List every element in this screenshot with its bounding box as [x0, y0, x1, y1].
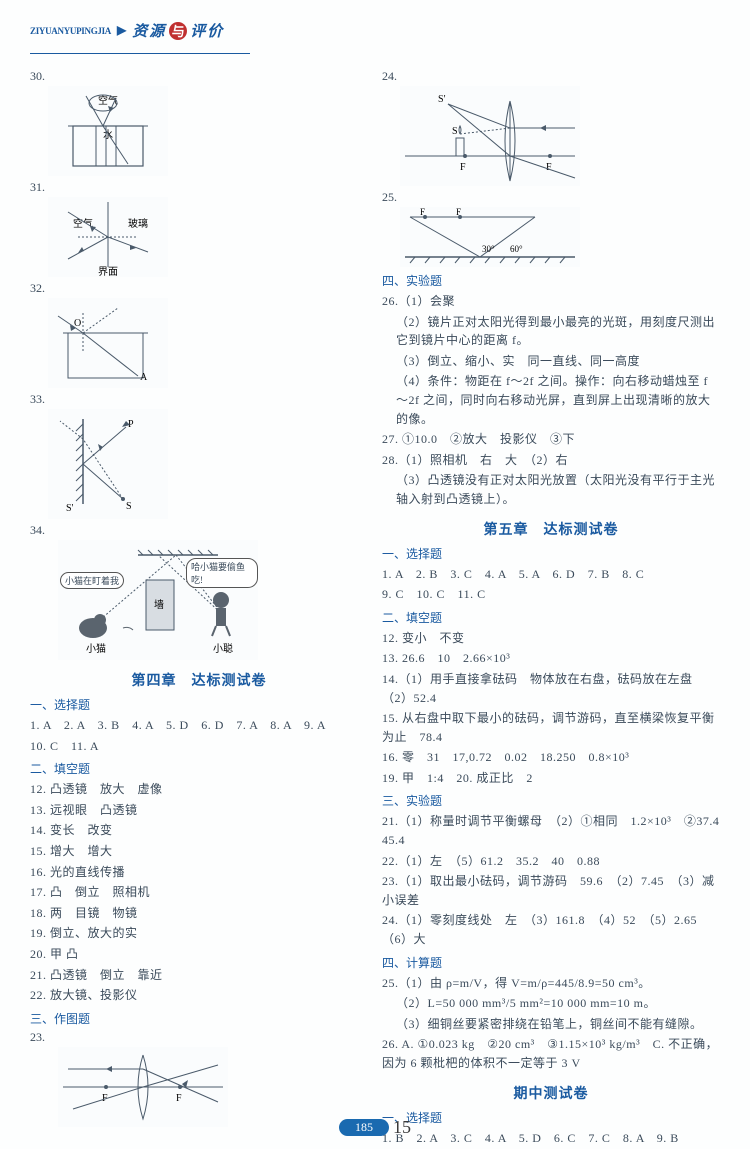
- r-c25-2: （2）L=50 000 mm³/5 mm²=10 000 mm=10 m。: [382, 994, 720, 1013]
- f15: 15. 增大 增大: [30, 842, 368, 861]
- svg-text:小猫: 小猫: [86, 642, 106, 655]
- ch4-choice-1: 1. A 2. A 3. B 4. A 5. D 6. D 7. A 8. A …: [30, 716, 368, 735]
- svg-text:空气: 空气: [73, 217, 93, 230]
- r-f15: 15. 从右盘中取下最小的砝码，调节游码，直至横梁恢复平衡为止 78.4: [382, 709, 720, 746]
- svg-text:S′: S′: [438, 94, 446, 105]
- svg-text:F: F: [420, 207, 425, 217]
- q23-num: 23.: [30, 1030, 368, 1045]
- ch4-exp-heading: 四、实验题: [382, 272, 720, 289]
- q23-figure: F F: [58, 1047, 228, 1127]
- right-column: 24. F F S′ S 25.: [382, 66, 720, 1149]
- r-f13: 13. 26.6 10 2.66×10³: [382, 649, 720, 668]
- ch5-exp-heading: 三、实验题: [382, 792, 720, 809]
- ch4-fill-heading: 二、填空题: [30, 760, 368, 777]
- page-header: ZIYUANYUPINGJIA ▶ 资源 与 评价: [30, 20, 720, 41]
- e28-1: 28.（1）照相机 右 大 （2）右: [382, 451, 720, 470]
- r-e23: 23.（1）取出最小砝码，调节游码 59.6 （2）7.45 （3）减小误差: [382, 872, 720, 909]
- r-f12: 12. 变小 不变: [382, 629, 720, 648]
- q33-figure: P S' S: [48, 409, 168, 519]
- mid-a1: 1. B 2. A 3. C 4. A 5. D 6. C 7. C 8. A …: [382, 1129, 720, 1148]
- q24-figure: F F S′ S: [400, 86, 580, 186]
- f14: 14. 变长 改变: [30, 821, 368, 840]
- page-number-badge: 185 15: [339, 1117, 411, 1138]
- r-e21: 21.（1）称量时调节平衡螺母 （2）①相同 1.2×10³ ②37.4 45.…: [382, 812, 720, 849]
- page-handwritten: 15: [393, 1117, 411, 1138]
- f12: 12. 凸透镜 放大 虚像: [30, 780, 368, 799]
- svg-text:S: S: [126, 501, 132, 512]
- e26-4: （4）条件：物距在 f～2f 之间。操作：向右移动蜡烛至 f～2f 之间，同时向…: [382, 372, 720, 428]
- e26-3: （3）倒立、缩小、实 同一直线、同一高度: [382, 352, 720, 371]
- q34-figure: 墙 小猫 小聪 小猫在盯着我 哈小猫要偷鱼吃!: [58, 540, 258, 660]
- svg-text:S': S': [66, 503, 74, 514]
- chapter5-title: 第五章 达标测试卷: [382, 519, 720, 539]
- svg-text:F: F: [460, 162, 466, 173]
- f18: 18. 两 目镜 物镜: [30, 904, 368, 923]
- r-c25-1: 25.（1）由 ρ=m/V，得 V=m/ρ=445/8.9=50 cm³。: [382, 974, 720, 993]
- q25-figure: F F 30° 60°: [400, 207, 580, 267]
- header-arrow-icon: ▶: [117, 23, 126, 38]
- q30-figure: 空气 水: [48, 86, 168, 176]
- q24-num: 24.: [382, 69, 720, 84]
- header-pinyin: ZIYUANYUPINGJIA: [30, 26, 111, 36]
- f22: 22. 放大镜、投影仪: [30, 986, 368, 1005]
- ch4-choice-2: 10. C 11. A: [30, 737, 368, 756]
- svg-text:60°: 60°: [510, 244, 523, 254]
- svg-text:F: F: [546, 162, 552, 173]
- svg-text:玻璃: 玻璃: [128, 217, 148, 230]
- ch5-fill-heading: 二、填空题: [382, 609, 720, 626]
- left-column: 30. 空气 水 31. 空气 玻璃 界面: [30, 66, 368, 1149]
- f20: 20. 甲 凸: [30, 945, 368, 964]
- ch4-draw-heading: 三、作图题: [30, 1010, 368, 1027]
- ch5-choice-heading: 一、选择题: [382, 545, 720, 562]
- svg-text:F: F: [176, 1093, 182, 1104]
- f13: 13. 远视眼 凸透镜: [30, 801, 368, 820]
- ch4-choice-heading: 一、选择题: [30, 696, 368, 713]
- e27: 27. ①10.0 ②放大 投影仪 ③下: [382, 430, 720, 449]
- r-e22: 22.（1）左 （5）61.2 35.2 40 0.88: [382, 852, 720, 871]
- r-f14: 14.（1）用手直接拿砝码 物体放在右盘，砝码放在左盘 （2）52.4: [382, 670, 720, 707]
- svg-text:F: F: [456, 207, 461, 217]
- ch5-a1: 1. A 2. B 3. C 4. A 5. A 6. D 7. B 8. C: [382, 565, 720, 584]
- ch5-a2: 9. C 10. C 11. C: [382, 585, 720, 604]
- ch5-calc-heading: 四、计算题: [382, 954, 720, 971]
- r-f16: 16. 零 31 17,0.72 0.02 18.250 0.8×10³: [382, 748, 720, 767]
- f16: 16. 光的直线传播: [30, 863, 368, 882]
- chapter4-title: 第四章 达标测试卷: [30, 670, 368, 690]
- svg-text:S: S: [452, 126, 458, 137]
- svg-text:墙: 墙: [154, 598, 164, 611]
- r-e24: 24.（1）零刻度线处 左 （3）161.8 （4）52 （5）2.65 （6）…: [382, 911, 720, 948]
- q31-figure: 空气 玻璃 界面: [48, 197, 168, 277]
- r-f19: 19. 甲 1:4 20. 成正比 2: [382, 769, 720, 788]
- f19: 19. 倒立、放大的实: [30, 924, 368, 943]
- svg-text:A: A: [140, 372, 148, 383]
- q34-num: 34.: [30, 523, 368, 538]
- page-number: 185: [339, 1119, 389, 1136]
- two-column-layout: 30. 空气 水 31. 空气 玻璃 界面: [30, 66, 720, 1149]
- q25-num: 25.: [382, 190, 720, 205]
- q32-num: 32.: [30, 281, 368, 296]
- speech-bubble-1: 小猫在盯着我: [60, 572, 124, 589]
- midterm-title: 期中测试卷: [382, 1083, 720, 1103]
- mid-choice-heading: 一、选择题: [382, 1109, 720, 1126]
- header-title: 资源 与 评价: [132, 20, 224, 41]
- e28-2: （3）凸透镜没有正对太阳光放置（太阳光没有平行于主光轴入射到凸透镜上）。: [382, 471, 720, 508]
- e26-2: （2）镜片正对太阳光得到最小最亮的光斑，用刻度尺测出它到镜片中心的距离 f。: [382, 313, 720, 350]
- r-c26: 26. A. ①0.023 kg ②20 cm³ ③1.15×10³ kg/m³…: [382, 1035, 720, 1072]
- q32-figure: O A: [48, 298, 168, 388]
- svg-text:界面: 界面: [98, 266, 118, 277]
- q33-num: 33.: [30, 392, 368, 407]
- q30-num: 30.: [30, 69, 368, 84]
- svg-text:30°: 30°: [482, 244, 495, 254]
- e26-1: 26.（1）会聚: [382, 292, 720, 311]
- q31-num: 31.: [30, 180, 368, 195]
- svg-text:小聪: 小聪: [213, 642, 233, 655]
- f21: 21. 凸透镜 倒立 靠近: [30, 966, 368, 985]
- header-divider: [30, 53, 250, 54]
- speech-bubble-2: 哈小猫要偷鱼吃!: [186, 558, 258, 588]
- f17: 17. 凸 倒立 照相机: [30, 883, 368, 902]
- r-c25-3: （3）细铜丝要紧密排绕在铅笔上，铜丝间不能有缝隙。: [382, 1015, 720, 1034]
